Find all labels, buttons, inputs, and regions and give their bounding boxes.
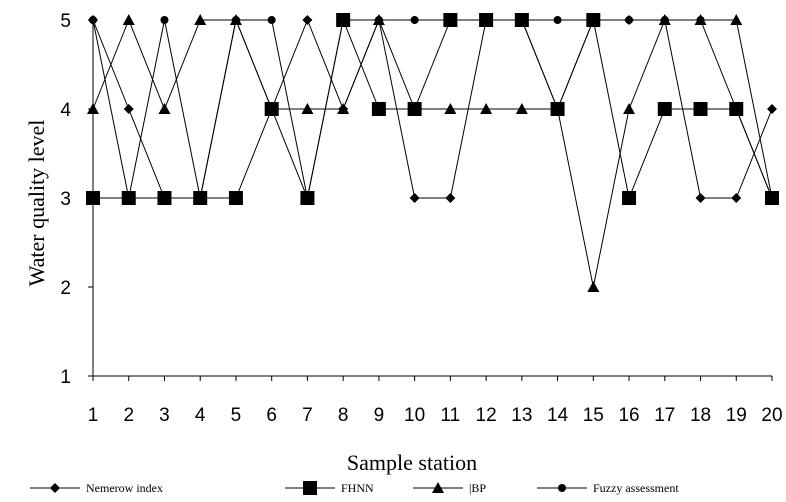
legend: Nemerow index FHNN |BP Fuzzy assessment xyxy=(30,481,679,495)
data-point xyxy=(374,16,383,24)
data-point xyxy=(301,103,314,114)
data-point xyxy=(196,194,205,202)
data-point xyxy=(515,103,528,114)
data-point xyxy=(444,103,457,114)
x-tick-label: 20 xyxy=(761,405,782,426)
x-tick-label: 17 xyxy=(654,405,675,426)
data-point xyxy=(339,16,348,24)
x-tick-label: 10 xyxy=(404,405,425,426)
data-point xyxy=(410,16,419,24)
y-tick-label: 5 xyxy=(60,11,71,32)
x-tick-labels: 1 2 3 4 5 6 7 8 9 10 11 12 13 14 15 16 17 18 19 20 xyxy=(88,405,783,426)
data-point xyxy=(622,191,637,205)
series-group xyxy=(86,13,779,292)
x-tick-label: 18 xyxy=(690,405,711,426)
x-tick-label: 3 xyxy=(159,405,170,426)
data-point xyxy=(123,104,134,114)
data-point xyxy=(302,15,313,25)
data-point xyxy=(517,16,526,24)
data-point xyxy=(157,191,172,205)
legend-item: FHNN xyxy=(285,481,374,495)
x-tick-label: 15 xyxy=(583,405,604,426)
x-tick-label: 9 xyxy=(374,405,385,426)
data-point xyxy=(371,102,386,116)
x-tick-label: 14 xyxy=(547,405,569,426)
y-tick-labels: 1 2 3 4 5 xyxy=(60,11,71,388)
x-tick-label: 5 xyxy=(231,405,242,426)
y-axis-title: Water quality level xyxy=(24,120,49,287)
data-point xyxy=(228,191,243,205)
series-circle xyxy=(89,16,776,202)
data-point xyxy=(122,14,135,25)
y-tick-label: 2 xyxy=(60,278,71,299)
data-point xyxy=(409,193,420,203)
y-tick-label: 3 xyxy=(60,189,71,210)
data-point xyxy=(693,102,708,116)
data-point xyxy=(587,281,600,292)
legend-marker xyxy=(432,482,444,493)
data-point xyxy=(160,16,169,24)
data-point xyxy=(551,103,564,114)
data-point xyxy=(446,16,455,24)
x-tick-label: 6 xyxy=(266,405,277,426)
data-point xyxy=(768,194,776,202)
data-point xyxy=(696,16,705,24)
data-point xyxy=(408,103,421,114)
x-tick-label: 4 xyxy=(195,405,206,426)
data-point xyxy=(695,193,706,203)
legend-label: |BP xyxy=(469,481,486,495)
data-point xyxy=(265,103,278,114)
legend-marker xyxy=(50,483,60,493)
series-triangle xyxy=(87,14,778,292)
legend-item: |BP xyxy=(413,481,486,495)
data-point xyxy=(623,103,636,114)
data-point xyxy=(480,103,493,114)
x-tick-label: 19 xyxy=(726,405,747,426)
data-point xyxy=(86,191,100,205)
data-point xyxy=(730,14,743,25)
x-tick-label: 11 xyxy=(441,405,461,426)
legend-label: FHNN xyxy=(341,481,374,495)
data-point xyxy=(553,16,562,24)
legend-item: Nemerow index xyxy=(30,481,163,495)
data-point xyxy=(194,14,207,25)
data-point xyxy=(124,194,133,202)
data-point xyxy=(732,105,741,113)
data-point xyxy=(482,16,491,24)
data-point xyxy=(589,16,598,24)
x-tick-label: 7 xyxy=(302,405,313,426)
data-point xyxy=(660,16,669,24)
data-point xyxy=(625,16,634,24)
y-tick-label: 4 xyxy=(60,100,71,121)
x-axis-title: Sample station xyxy=(347,450,477,475)
legend-item: Fuzzy assessment xyxy=(537,481,679,495)
legend-marker xyxy=(558,484,566,492)
data-point xyxy=(731,193,742,203)
y-tick-label: 1 xyxy=(60,367,71,388)
x-tick-label: 16 xyxy=(618,405,639,426)
series-line xyxy=(92,19,773,199)
data-point xyxy=(89,16,97,24)
data-point xyxy=(158,103,171,114)
x-tick-label: 1 xyxy=(88,405,99,426)
data-point xyxy=(267,16,276,24)
x-tick-label: 13 xyxy=(511,405,532,426)
legend-marker xyxy=(303,481,317,495)
data-point xyxy=(657,102,672,116)
axes xyxy=(88,19,773,381)
data-point xyxy=(337,103,350,114)
x-tick-label: 8 xyxy=(338,405,349,426)
data-point xyxy=(445,193,456,203)
data-point xyxy=(231,16,240,24)
data-point xyxy=(87,103,99,114)
x-tick-label: 2 xyxy=(123,405,134,426)
series-line xyxy=(92,18,773,288)
data-point xyxy=(303,194,312,202)
data-point xyxy=(767,104,777,114)
x-tick-label: 12 xyxy=(476,405,497,426)
legend-label: Fuzzy assessment xyxy=(593,481,679,495)
legend-label: Nemerow index xyxy=(86,481,163,495)
